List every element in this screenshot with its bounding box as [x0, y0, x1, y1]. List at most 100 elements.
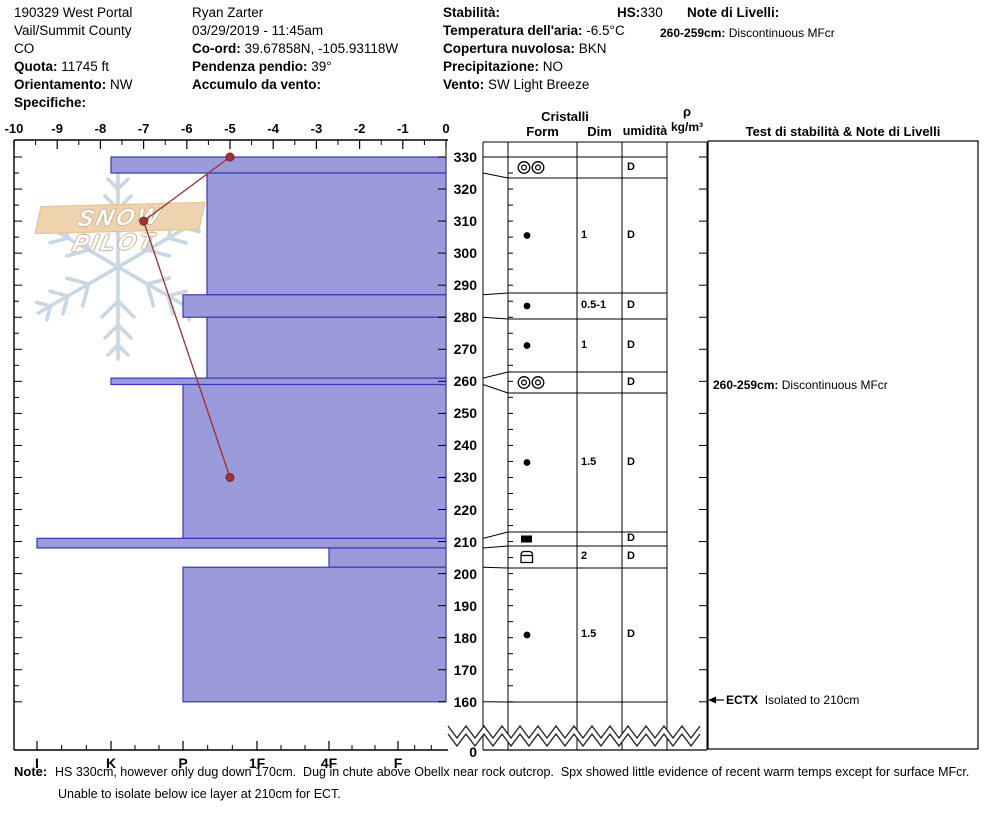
temp-point: [139, 216, 149, 226]
hardness-bar: [182, 566, 447, 703]
crust-icon: [517, 161, 531, 174]
layer-leader-line: [482, 172, 509, 179]
wetness-value: D: [627, 228, 635, 241]
crust-icon: [534, 164, 541, 171]
note-label: Note:: [14, 764, 48, 779]
depth-label: 320: [453, 181, 477, 198]
temp-axis-label: -1: [397, 121, 409, 136]
snowflake-branch: [100, 299, 120, 319]
humidity-column-header: umidità: [622, 124, 668, 138]
hardness-label: P: [178, 755, 188, 771]
grain-size-value: 1: [581, 338, 588, 351]
pit-state: CO: [14, 41, 35, 56]
depth-label: 240: [453, 437, 477, 454]
snowflake-branch: [64, 248, 91, 258]
depth-label: 310: [453, 213, 477, 230]
round-grain-icon: [523, 342, 531, 349]
form-column-header: Form: [526, 124, 559, 139]
temperature-profile: [139, 152, 235, 482]
round-grain-icon: [523, 232, 531, 239]
depth-label: 270: [453, 341, 477, 358]
hardness-label: 1F: [248, 755, 266, 771]
depth-label: 180: [453, 629, 477, 646]
depth-label: 210: [453, 533, 477, 550]
snowflake-branch: [34, 265, 120, 322]
snowflake-branch: [145, 226, 156, 252]
left-arrow-icon: [708, 696, 716, 704]
depth-ticks-right-edge: [438, 156, 446, 703]
snowflake-branch: [166, 236, 188, 245]
temp-point: [225, 152, 235, 162]
wetness-value: D: [627, 532, 635, 544]
depth-label: 250: [453, 405, 477, 422]
ect-result-annotation: ECTX Isolated to 210cm: [726, 693, 860, 707]
air-temp-row: Temperatura dell'aria: -6.5°C 260-259cm:…: [443, 23, 835, 40]
aspect-row: Orientamento: NW: [14, 77, 133, 92]
wetness-value: D: [627, 160, 635, 173]
temp-axis-label: -3: [310, 121, 323, 136]
layer-leader-line: [482, 371, 509, 379]
observation-datetime: 03/29/2019 - 11:45am: [192, 23, 324, 38]
temp-axis-label: -2: [353, 121, 366, 136]
hardness-bar: [36, 537, 447, 549]
round-grain-icon: [523, 631, 531, 639]
crust-icon: [520, 379, 527, 386]
ect-arrow: [708, 696, 724, 704]
ice-layer-icon: [521, 535, 532, 543]
hardness-bar: [206, 172, 447, 296]
depth-label: 190: [453, 597, 477, 614]
layer-leader-line: [482, 531, 509, 539]
snowflake-branch: [48, 236, 70, 245]
wetness-value: D: [627, 375, 635, 388]
layer-leader-line: [482, 384, 509, 394]
depth-label: 300: [453, 245, 477, 262]
snowflake-branch: [145, 282, 156, 308]
snowflake-branch: [106, 343, 120, 357]
facet-grain-icon: [520, 550, 534, 564]
depth-label: 260: [453, 373, 477, 390]
layer-leader-line: [482, 545, 509, 549]
pit-title: 190329 West Portal: [14, 5, 133, 20]
snowflake-branch: [48, 289, 70, 298]
tests-box: [707, 140, 979, 750]
hardness-label: K: [105, 755, 117, 771]
crust-icon: [531, 161, 545, 174]
wind-loading-row: Accumulo da vento:: [192, 77, 322, 92]
depth-label: 170: [453, 661, 477, 678]
temp-axis-ticks: [13, 140, 447, 149]
grain-size-value: 0.5-1: [581, 299, 607, 311]
elevation-row: Quota: 11745 ft: [14, 59, 110, 74]
layer-row-lines: [482, 156, 667, 703]
snowflake-branch: [103, 323, 120, 340]
temp-point: [225, 472, 235, 482]
hardness-bar: [182, 294, 447, 318]
layer-leader-line: [482, 292, 509, 296]
precipitation-row: Precipitazione: NO: [443, 59, 564, 74]
snowflake-branch: [34, 300, 53, 308]
wetness-value: D: [627, 299, 635, 311]
hardness-label: F: [393, 755, 403, 771]
hardness-axis-ticks: [36, 741, 432, 750]
temp-axis-label: -9: [51, 121, 63, 136]
snowpilot-watermark: SNOW PILOT: [28, 162, 248, 382]
snowflake-branch: [100, 265, 136, 361]
snowflake-branch: [145, 276, 172, 286]
temp-axis-label: -8: [94, 121, 107, 136]
depth-axis-ticks-left: [14, 156, 22, 703]
density-header: ρ: [682, 104, 692, 119]
crystals-header: Cristalli: [541, 109, 589, 124]
wind-row: Vento: SW Light Breeze: [443, 77, 590, 92]
wetness-value: D: [627, 550, 635, 562]
depth-label: 200: [453, 565, 477, 582]
temp-axis-label: -6: [181, 121, 193, 136]
crystal-symbols: [517, 161, 545, 639]
density-unit-header: kg/m³: [670, 120, 703, 134]
snowflake-branch: [64, 276, 91, 286]
layer-leader-line: [482, 316, 509, 320]
snowflake-branch: [116, 343, 130, 357]
temp-axis-label: -4: [267, 121, 279, 136]
crust-icon: [520, 164, 527, 171]
specifics-row: Specifiche:: [14, 95, 87, 110]
depth-label: 230: [453, 469, 477, 486]
